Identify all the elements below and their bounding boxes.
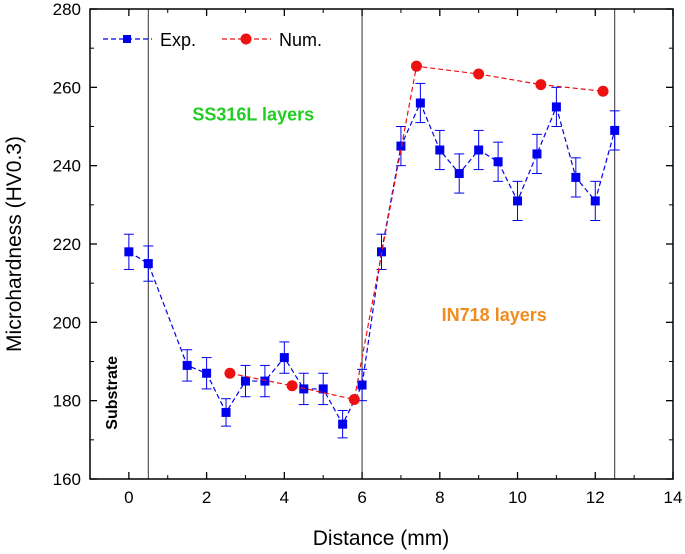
x-tick-label: 14 [664,488,683,507]
y-tick-label: 260 [53,78,81,97]
data-point [454,169,464,178]
data-point [357,380,367,390]
axes: 0 2 4 6 8 10 12 14 160 180 200 220 240 260 280 [53,0,683,507]
data-point [240,376,250,386]
data-point [143,259,153,269]
data-point [473,68,485,80]
data-point [474,145,484,155]
data-point [415,98,425,108]
x-tick-label: 6 [357,488,366,507]
data-point [221,407,231,417]
data-point [224,367,236,379]
y-axis-label: Microhardness (HV0.3) [3,136,26,352]
x-tick-label: 4 [280,488,289,507]
series-layer [123,60,620,439]
legend-num-label: Num. [279,30,322,50]
annotation-substrate: Substrate [104,356,121,430]
y-tick-label: 280 [53,0,81,19]
data-point [410,60,422,72]
x-tick-label: 8 [435,488,444,507]
data-point [279,353,289,363]
x-tick-label: 10 [508,488,527,507]
annotations: SS316L layers IN718 layers Substrate [104,105,547,430]
legend-exp-marker [123,35,131,43]
series-exp [123,82,620,439]
data-point [535,79,547,91]
y-tick-label: 200 [53,313,81,332]
data-point [396,141,406,151]
y-tick-label: 240 [53,157,81,176]
data-point [597,85,609,97]
x-tick-label: 2 [202,488,211,507]
data-point [551,102,561,112]
data-point [348,393,360,405]
data-point [435,145,445,155]
data-point [182,360,192,370]
x-axis-label: Distance (mm) [313,527,450,550]
legend-exp-label: Exp. [160,30,196,50]
legend: Exp. Num. [103,30,322,50]
data-point [571,172,581,182]
data-point [610,125,620,135]
annotation-ss316l: SS316L layers [192,105,314,125]
data-point [286,380,298,392]
y-tick-label: 160 [53,470,81,489]
data-point [318,384,328,394]
y-tick-label: 180 [53,392,81,411]
data-point [124,247,134,257]
series-num [224,60,609,405]
data-point [202,368,212,378]
data-point [260,376,270,386]
data-point [493,157,503,167]
data-point [532,149,542,159]
data-point [338,419,348,429]
x-tick-label: 12 [586,488,605,507]
data-point [377,247,386,257]
data-point [590,196,600,206]
x-tick-label: 0 [124,488,133,507]
data-point [513,196,523,206]
legend-num-marker [240,33,252,45]
annotation-in718: IN718 layers [442,305,547,325]
y-tick-label: 220 [53,235,81,254]
